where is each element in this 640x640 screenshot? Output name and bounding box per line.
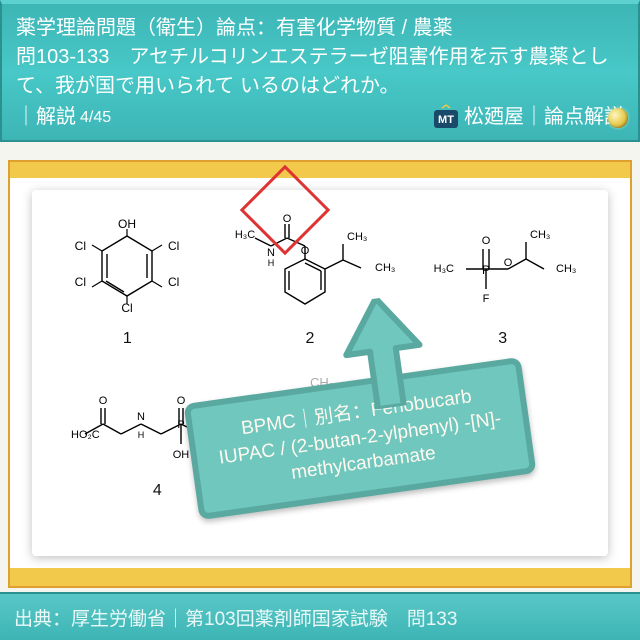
slide-counter: 4/45 (80, 106, 111, 129)
svg-text:P: P (178, 419, 185, 431)
structure-1: OH Cl Cl Cl Cl Cl 1 (62, 214, 192, 348)
callout-arrow-icon (331, 292, 435, 413)
content-stage: OH Cl Cl Cl Cl Cl 1 (8, 160, 632, 588)
meta-prefix: ｜解説 (16, 103, 76, 132)
structure-label: 3 (428, 330, 578, 348)
svg-text:CH₃: CH₃ (556, 263, 576, 275)
question-text: 問103-133 アセチルコリンエステラーゼ阻害作用を示す農薬として、我が国で用… (16, 43, 624, 101)
svg-text:O: O (283, 214, 292, 225)
footer-text: 出典：厚生労働省｜第103回薬剤師国家試験 問133 (14, 604, 457, 631)
brand-text: 松廼屋｜論点解説 (464, 103, 624, 132)
svg-text:Cl: Cl (168, 239, 179, 253)
svg-text:H: H (268, 258, 275, 268)
svg-text:O: O (481, 235, 490, 247)
svg-text:N: N (137, 411, 145, 423)
structure-3: P O O F H₃C CH₃ CH₃ 3 (428, 214, 578, 348)
svg-text:F: F (482, 293, 489, 305)
header-meta: ｜解説 4/45 MT 松廼屋｜論点解説 (16, 103, 624, 132)
topic-line: 薬学理論問題（衛生）論点：有害化学物質 / 農薬 (16, 14, 624, 43)
structure-row-top: OH Cl Cl Cl Cl Cl 1 (46, 214, 594, 348)
svg-text:CH₃: CH₃ (347, 231, 367, 243)
svg-text:OH: OH (118, 217, 136, 231)
stage-bottom-bar (10, 568, 630, 586)
svg-text:O: O (99, 395, 108, 407)
footer-citation: 出典：厚生労働省｜第103回薬剤師国家試験 問133 (0, 592, 640, 640)
structure-label: 1 (62, 330, 192, 348)
svg-text:OH: OH (173, 449, 190, 461)
brand-badge-icon: MT (432, 104, 460, 132)
header-banner: 薬学理論問題（衛生）論点：有害化学物質 / 農薬 問103-133 アセチルコリ… (0, 0, 640, 142)
svg-text:Cl: Cl (75, 275, 86, 289)
svg-text:P: P (482, 263, 490, 277)
svg-text:CH₃: CH₃ (375, 262, 395, 274)
svg-text:H₃C: H₃C (235, 229, 255, 241)
stage-top-bar (10, 162, 630, 178)
svg-text:Cl: Cl (168, 275, 179, 289)
svg-text:O: O (503, 257, 512, 269)
svg-text:O: O (301, 245, 310, 257)
coin-icon (608, 108, 628, 128)
svg-text:H₃C: H₃C (433, 263, 453, 275)
svg-text:H: H (138, 430, 145, 440)
svg-text:MT: MT (438, 114, 454, 126)
svg-text:Cl: Cl (75, 239, 86, 253)
svg-text:HO₂C: HO₂C (71, 429, 100, 441)
svg-text:CH₃: CH₃ (530, 229, 550, 241)
